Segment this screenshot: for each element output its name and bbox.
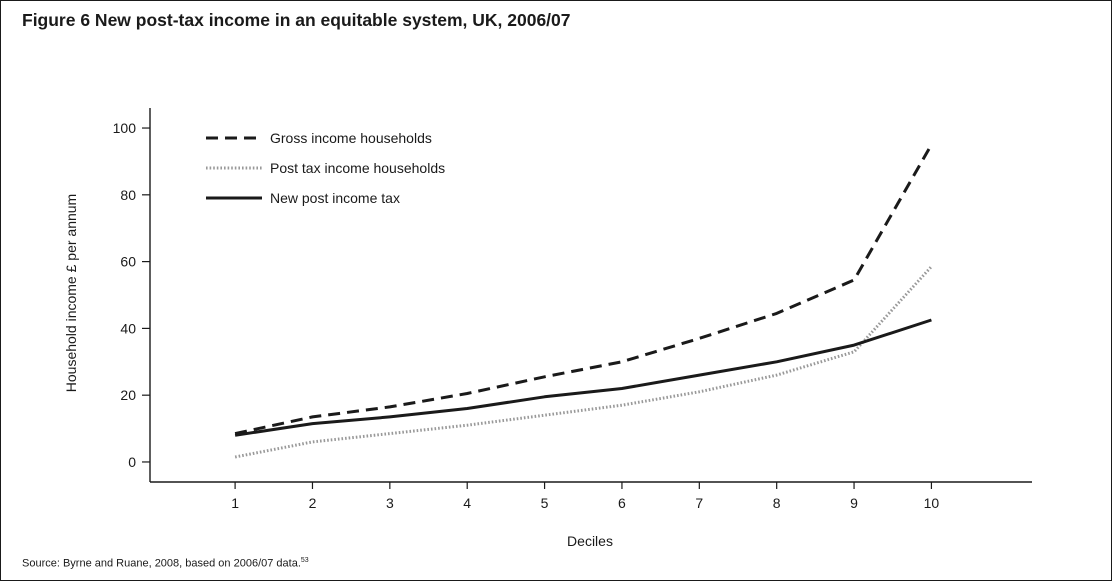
new-post-income-tax-line [234,318,932,437]
chart-axes: 0 20 40 60 80 100 1 2 3 4 5 6 7 8 9 10 [113,108,1032,511]
gross-income-households-line [234,143,933,436]
chart-legend: Gross income households Post tax income h… [206,130,445,206]
x-tick-label: 5 [541,495,549,511]
x-tick-label: 6 [618,495,626,511]
x-tick-label: 4 [463,495,471,511]
x-axis-label: Deciles [567,533,613,549]
x-tick-label: 1 [231,495,239,511]
y-tick-label: 80 [120,187,136,203]
legend-label: New post income tax [270,190,400,206]
source-note: Source: Byrne and Ruane, 2008, based on … [22,557,309,570]
x-tick-label: 7 [695,495,703,511]
figure-title: Figure 6 New post-tax income in an equit… [22,10,571,30]
y-tick-label: 20 [120,387,136,403]
x-tick-label: 9 [850,495,858,511]
y-axis-label: Household income £ per annum [63,194,79,392]
y-tick-label: 60 [120,254,136,270]
post-tax-income-households-line [234,265,933,459]
x-tick-label: 3 [386,495,394,511]
y-tick-label: 40 [120,320,136,336]
chart-series [234,143,933,459]
source-text: Source: Byrne and Ruane, 2008, based on … [22,557,301,570]
x-tick-label: 8 [773,495,781,511]
y-tick-label: 0 [128,454,136,470]
y-tick-label: 100 [113,120,137,136]
x-tick-label: 10 [924,495,940,511]
x-tick-label: 2 [309,495,317,511]
source-reference: 53 [300,557,309,564]
legend-label: Gross income households [270,130,432,146]
legend-label: Post tax income households [270,160,445,176]
